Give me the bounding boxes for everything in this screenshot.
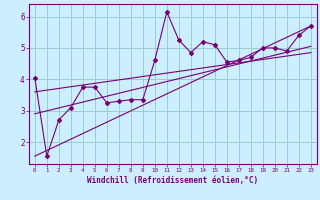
X-axis label: Windchill (Refroidissement éolien,°C): Windchill (Refroidissement éolien,°C) [87,176,258,185]
